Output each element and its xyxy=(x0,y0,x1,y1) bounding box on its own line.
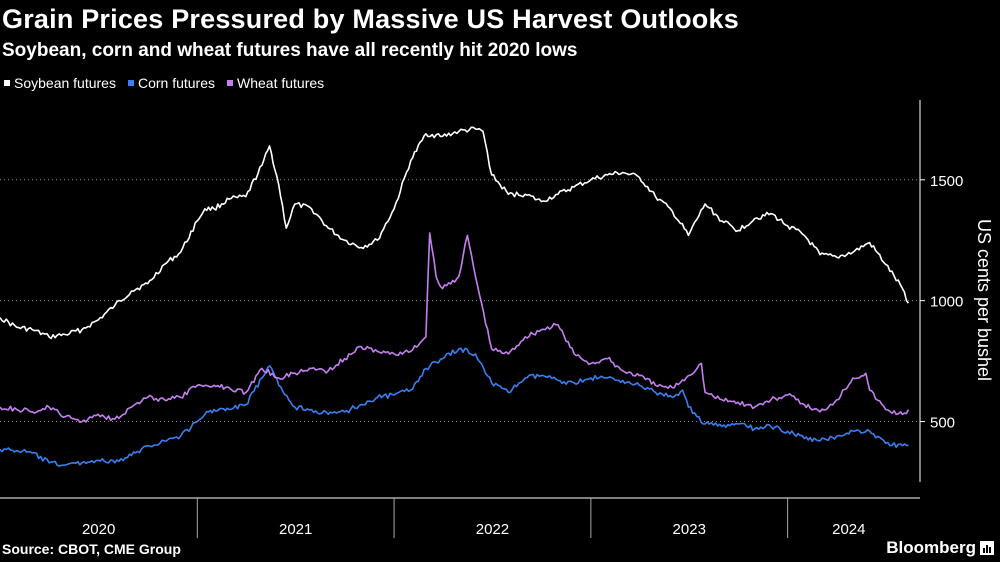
x-tick-label: 2024 xyxy=(832,521,865,538)
series-line-soybean-futures xyxy=(0,126,910,340)
x-tick-label: 2021 xyxy=(279,521,312,538)
x-tick-label: 2020 xyxy=(82,521,115,538)
brand-logo: Bloomberg xyxy=(886,538,994,558)
series-line-wheat-futures xyxy=(0,232,910,423)
series-lines xyxy=(0,126,910,467)
y-tick-label: 1000 xyxy=(930,294,963,311)
series-line-corn-futures xyxy=(0,347,909,467)
y-tick-label: 500 xyxy=(930,415,955,432)
axes: 500 1000 1500 US cents per bushel 2020 2021 20… xyxy=(0,100,994,538)
y-tick-label: 1500 xyxy=(930,173,963,190)
source-note: Source: CBOT, CME Group xyxy=(2,541,181,557)
legend-swatch-corn xyxy=(127,80,134,86)
legend-item-corn: Corn futures xyxy=(127,75,216,91)
legend-swatch-wheat xyxy=(227,80,234,86)
legend-label-corn: Corn futures xyxy=(137,75,216,91)
x-tick-label: 2022 xyxy=(476,521,509,538)
chart-title: Grain Prices Pressured by Massive US Har… xyxy=(2,4,739,34)
x-tick-label: 2023 xyxy=(673,521,706,538)
legend-item-soybean: Soybean futures xyxy=(4,75,116,91)
gridlines xyxy=(0,179,920,423)
brand-name: Bloomberg xyxy=(886,538,976,557)
legend-label-wheat: Wheat futures xyxy=(237,75,325,91)
legend-swatch-soybean xyxy=(4,80,10,86)
legend: Soybean futures Corn futures Wheat futur… xyxy=(4,75,324,91)
bloomberg-icon xyxy=(980,541,994,555)
legend-item-wheat: Wheat futures xyxy=(227,75,324,91)
y-axis-title: US cents per bushel xyxy=(974,219,994,381)
chart-subtitle: Soybean, corn and wheat futures have all… xyxy=(2,40,578,61)
legend-label-soybean: Soybean futures xyxy=(14,75,116,91)
